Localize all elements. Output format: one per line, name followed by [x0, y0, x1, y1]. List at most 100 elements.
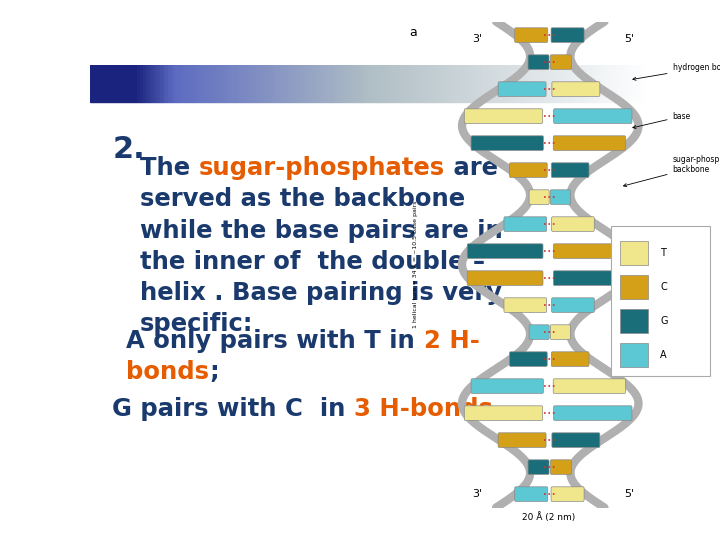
- Bar: [523, 65, 526, 102]
- Bar: [400, 65, 402, 102]
- Text: T: T: [660, 248, 666, 258]
- FancyBboxPatch shape: [552, 298, 594, 312]
- Bar: [185, 65, 188, 102]
- Bar: [425, 65, 428, 102]
- FancyBboxPatch shape: [464, 406, 543, 420]
- Bar: [517, 65, 520, 102]
- Text: A: A: [660, 350, 667, 360]
- Bar: [143, 65, 145, 102]
- Bar: [447, 65, 450, 102]
- FancyBboxPatch shape: [552, 217, 594, 231]
- Bar: [151, 65, 154, 102]
- FancyBboxPatch shape: [554, 244, 629, 258]
- Bar: [300, 65, 302, 102]
- Bar: [213, 65, 215, 102]
- Bar: [553, 65, 556, 102]
- Bar: [230, 65, 233, 102]
- Bar: [307, 65, 310, 102]
- Bar: [483, 65, 486, 102]
- Bar: [347, 65, 349, 102]
- Bar: [316, 65, 319, 102]
- FancyBboxPatch shape: [515, 487, 548, 501]
- FancyBboxPatch shape: [551, 28, 584, 43]
- Bar: [500, 65, 503, 102]
- Text: are: are: [445, 156, 498, 180]
- Bar: [461, 65, 464, 102]
- Bar: [547, 65, 550, 102]
- Bar: [629, 65, 631, 102]
- Bar: [531, 65, 534, 102]
- Bar: [422, 65, 425, 102]
- Bar: [310, 65, 313, 102]
- FancyBboxPatch shape: [550, 55, 572, 70]
- Bar: [469, 65, 472, 102]
- Bar: [520, 65, 523, 102]
- Bar: [96, 65, 99, 102]
- Bar: [215, 65, 218, 102]
- FancyBboxPatch shape: [552, 82, 600, 96]
- FancyBboxPatch shape: [528, 460, 549, 475]
- Bar: [246, 65, 249, 102]
- Bar: [606, 65, 609, 102]
- Bar: [138, 65, 140, 102]
- Bar: [612, 65, 615, 102]
- Text: 3 H-bonds.: 3 H-bonds.: [354, 397, 503, 421]
- Bar: [277, 65, 280, 102]
- Bar: [171, 65, 174, 102]
- Bar: [218, 65, 221, 102]
- Bar: [240, 65, 243, 102]
- Bar: [285, 65, 288, 102]
- Bar: [386, 65, 389, 102]
- Text: G pairs with C  in: G pairs with C in: [112, 397, 354, 421]
- Bar: [366, 65, 369, 102]
- Bar: [453, 65, 456, 102]
- Text: G: G: [660, 316, 667, 326]
- Bar: [305, 65, 307, 102]
- Bar: [112, 65, 115, 102]
- Bar: [358, 65, 361, 102]
- Bar: [392, 65, 394, 102]
- Bar: [338, 65, 341, 102]
- Bar: [397, 65, 400, 102]
- Bar: [330, 65, 333, 102]
- Bar: [294, 65, 297, 102]
- FancyBboxPatch shape: [471, 379, 544, 393]
- Bar: [598, 65, 600, 102]
- FancyBboxPatch shape: [550, 325, 570, 340]
- Text: 2 H-: 2 H-: [423, 329, 480, 353]
- Bar: [428, 65, 431, 102]
- Bar: [349, 65, 352, 102]
- Bar: [623, 65, 626, 102]
- Bar: [107, 65, 109, 102]
- FancyBboxPatch shape: [554, 271, 629, 285]
- Bar: [258, 65, 260, 102]
- Bar: [620, 65, 623, 102]
- Bar: [620, 309, 648, 333]
- Bar: [405, 65, 408, 102]
- Bar: [372, 65, 374, 102]
- Text: 3': 3': [472, 489, 482, 499]
- FancyBboxPatch shape: [504, 217, 546, 231]
- FancyBboxPatch shape: [504, 298, 546, 312]
- Text: sugar-phosphates: sugar-phosphates: [199, 156, 445, 180]
- Bar: [570, 65, 572, 102]
- Bar: [235, 65, 238, 102]
- Bar: [374, 65, 377, 102]
- Bar: [90, 65, 93, 102]
- Bar: [433, 65, 436, 102]
- Bar: [124, 65, 126, 102]
- Bar: [545, 65, 547, 102]
- Bar: [204, 65, 207, 102]
- Bar: [118, 65, 121, 102]
- Bar: [221, 65, 224, 102]
- Bar: [202, 65, 204, 102]
- Bar: [109, 65, 112, 102]
- Bar: [260, 65, 263, 102]
- Bar: [467, 65, 469, 102]
- Bar: [333, 65, 336, 102]
- Bar: [578, 65, 581, 102]
- FancyBboxPatch shape: [510, 352, 547, 366]
- Bar: [559, 65, 562, 102]
- Text: served as the backbone: served as the backbone: [140, 187, 465, 212]
- Bar: [511, 65, 514, 102]
